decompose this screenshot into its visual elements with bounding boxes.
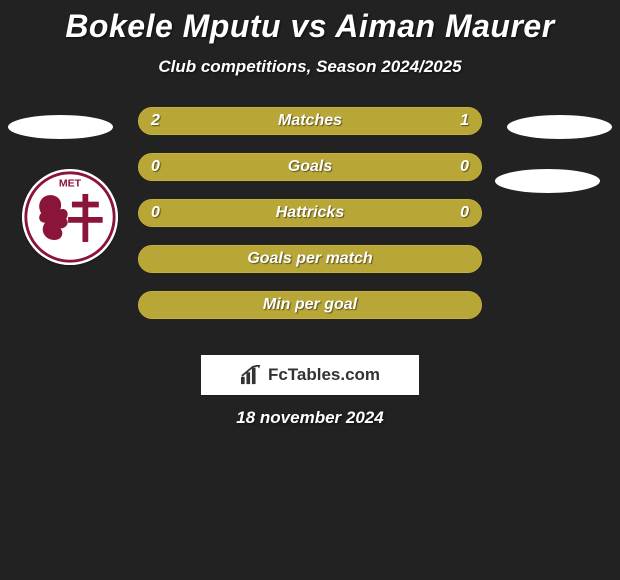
bar-row: 00Goals xyxy=(138,153,482,181)
bar-row: 00Hattricks xyxy=(138,199,482,227)
subtitle: Club competitions, Season 2024/2025 xyxy=(0,57,620,77)
bar-fill-left xyxy=(139,154,310,180)
bars-icon xyxy=(240,365,262,385)
bar-fill-right xyxy=(310,246,481,272)
svg-text:MET: MET xyxy=(59,177,82,189)
page-title: Bokele Mputu vs Aiman Maurer xyxy=(0,0,620,45)
bar-row: Goals per match xyxy=(138,245,482,273)
club-badge-left: MET xyxy=(22,169,118,265)
bar-fill-left xyxy=(139,200,310,226)
bar-row: 21Matches xyxy=(138,107,482,135)
player-right-avatar xyxy=(507,115,612,139)
bar-fill-right xyxy=(310,292,481,318)
watermark: FcTables.com xyxy=(201,355,419,395)
watermark-text: FcTables.com xyxy=(268,365,380,385)
bar-fill-left xyxy=(139,246,310,272)
bar-fill-left xyxy=(139,292,310,318)
bar-fill-right xyxy=(310,200,481,226)
bar-row: Min per goal xyxy=(138,291,482,319)
footer-date: 18 november 2024 xyxy=(0,408,620,428)
bar-fill-right xyxy=(310,154,481,180)
club-badge-right xyxy=(495,169,600,193)
bars-container: 21Matches 00Goals 00Hattricks Goals per mat… xyxy=(138,107,482,337)
bar-fill-left xyxy=(139,108,367,134)
player-left-avatar xyxy=(8,115,113,139)
comparison-chart: MET 21Matches 00Goals 00Hattricks Goals per… xyxy=(0,107,620,357)
bar-fill-right xyxy=(367,108,481,134)
